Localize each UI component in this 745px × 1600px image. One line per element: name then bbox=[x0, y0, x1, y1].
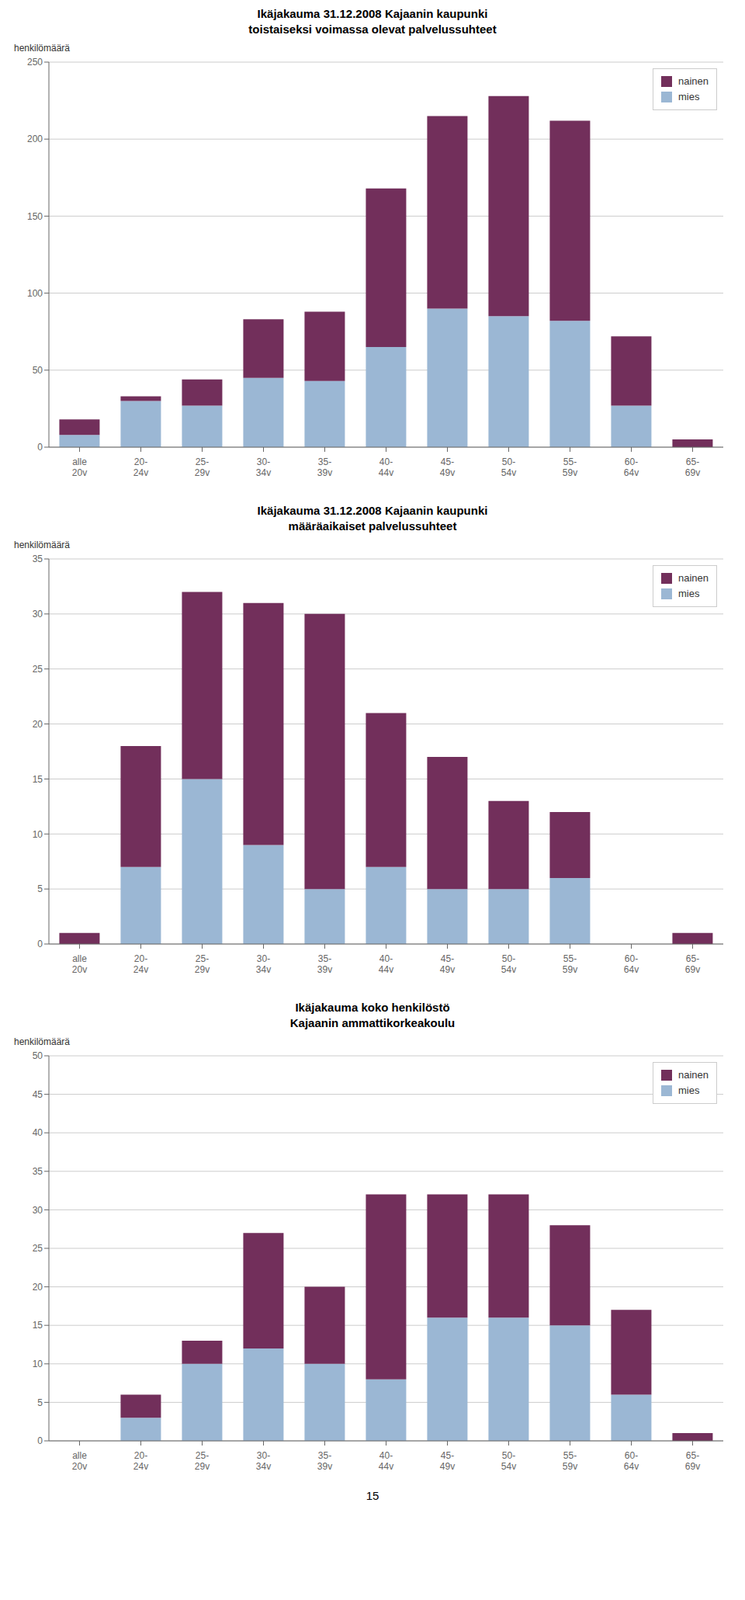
svg-text:35-39v: 35-39v bbox=[317, 952, 333, 975]
html-text:Ikäjakauma koko henkilöstö: Ikäjakauma koko henkilöstö bbox=[295, 1000, 450, 1014]
html-text:toistaiseksi voimassa olevat p: toistaiseksi voimassa olevat palvelussuh… bbox=[248, 22, 497, 36]
svg-text:50-54v: 50-54v bbox=[501, 952, 517, 975]
svg-text:alle20v: alle20v bbox=[72, 456, 87, 479]
html-text:henkilömäärä: henkilömäärä bbox=[13, 1036, 70, 1047]
svg-text:45: 45 bbox=[32, 1088, 44, 1100]
svg-text:60-64v: 60-64v bbox=[623, 456, 639, 479]
svg-text:30: 30 bbox=[32, 1204, 44, 1216]
svg-text:20-24v: 20-24v bbox=[133, 456, 149, 479]
svg-text:45-49v: 45-49v bbox=[440, 952, 455, 975]
svg-text:35-39v: 35-39v bbox=[317, 456, 333, 479]
svg-text:20-24v: 20-24v bbox=[133, 952, 149, 975]
svg-text:200: 200 bbox=[27, 133, 43, 145]
svg-text:0: 0 bbox=[37, 938, 43, 950]
html-text:henkilömäärä: henkilömäärä bbox=[13, 42, 70, 54]
html-text:määräaikaiset palvelussuhteet: määräaikaiset palvelussuhteet bbox=[288, 519, 457, 533]
svg-text:50: 50 bbox=[32, 1049, 44, 1061]
svg-text:150: 150 bbox=[27, 211, 43, 222]
svg-text:40-44v: 40-44v bbox=[378, 456, 394, 479]
svg-text:40-44v: 40-44v bbox=[378, 1449, 394, 1472]
svg-text:35: 35 bbox=[32, 553, 44, 565]
html-text:nainen: nainen bbox=[678, 1068, 709, 1081]
html-text:15: 15 bbox=[366, 1488, 379, 1502]
svg-text:50: 50 bbox=[32, 364, 44, 376]
html-text:Kajaanin ammattikorkeakoulu: Kajaanin ammattikorkeakoulu bbox=[290, 1015, 455, 1030]
svg-text:10: 10 bbox=[32, 1358, 44, 1369]
svg-text:20-24v: 20-24v bbox=[133, 1449, 149, 1472]
svg-text:50-54v: 50-54v bbox=[501, 456, 517, 479]
svg-text:35-39v: 35-39v bbox=[317, 1449, 333, 1472]
svg-text:25: 25 bbox=[32, 663, 44, 675]
html-text:nainen: nainen bbox=[678, 571, 709, 584]
svg-text:60-64v: 60-64v bbox=[623, 1449, 639, 1472]
svg-text:20: 20 bbox=[32, 718, 44, 730]
svg-text:30: 30 bbox=[32, 608, 44, 620]
svg-text:65-69v: 65-69v bbox=[685, 456, 700, 479]
svg-text:100: 100 bbox=[27, 287, 43, 299]
svg-text:alle20v: alle20v bbox=[72, 952, 87, 975]
svg-text:20: 20 bbox=[32, 1281, 44, 1293]
svg-text:45-49v: 45-49v bbox=[440, 456, 455, 479]
svg-text:0: 0 bbox=[37, 1434, 43, 1446]
html-text:nainen: nainen bbox=[678, 75, 709, 87]
svg-text:35: 35 bbox=[32, 1165, 44, 1177]
svg-text:25-29v: 25-29v bbox=[194, 1449, 210, 1472]
svg-text:alle20v: alle20v bbox=[72, 1449, 87, 1472]
svg-text:25-29v: 25-29v bbox=[194, 456, 210, 479]
svg-text:40: 40 bbox=[32, 1126, 44, 1138]
svg-text:15: 15 bbox=[32, 1319, 44, 1331]
html-text:Ikäjakauma 31.12.2008 Kajaanin: Ikäjakauma 31.12.2008 Kajaanin kaupunki bbox=[257, 503, 488, 517]
svg-text:30-34v: 30-34v bbox=[256, 1449, 271, 1472]
svg-text:55-59v: 55-59v bbox=[562, 1449, 578, 1472]
html-text:mies: mies bbox=[678, 587, 700, 600]
svg-text:250: 250 bbox=[27, 56, 43, 68]
svg-text:65-69v: 65-69v bbox=[685, 952, 700, 975]
html-text:mies: mies bbox=[678, 90, 700, 103]
html-text:mies: mies bbox=[678, 1084, 700, 1096]
svg-text:15: 15 bbox=[32, 773, 44, 785]
svg-text:10: 10 bbox=[32, 828, 44, 840]
svg-text:25-29v: 25-29v bbox=[194, 952, 210, 975]
svg-text:30-34v: 30-34v bbox=[256, 952, 271, 975]
svg-text:30-34v: 30-34v bbox=[256, 456, 271, 479]
svg-text:55-59v: 55-59v bbox=[562, 952, 578, 975]
svg-text:5: 5 bbox=[37, 883, 43, 894]
svg-text:65-69v: 65-69v bbox=[685, 1449, 700, 1472]
svg-text:40-44v: 40-44v bbox=[378, 952, 394, 975]
svg-text:50-54v: 50-54v bbox=[501, 1449, 517, 1472]
svg-text:5: 5 bbox=[37, 1396, 43, 1408]
svg-text:55-59v: 55-59v bbox=[562, 456, 578, 479]
html-text:Ikäjakauma 31.12.2008 Kajaanin: Ikäjakauma 31.12.2008 Kajaanin kaupunki bbox=[257, 6, 488, 21]
html-text:henkilömäärä: henkilömäärä bbox=[13, 539, 70, 551]
svg-text:25: 25 bbox=[32, 1242, 44, 1254]
svg-text:45-49v: 45-49v bbox=[440, 1449, 455, 1472]
svg-text:60-64v: 60-64v bbox=[623, 952, 639, 975]
svg-text:0: 0 bbox=[37, 441, 43, 453]
